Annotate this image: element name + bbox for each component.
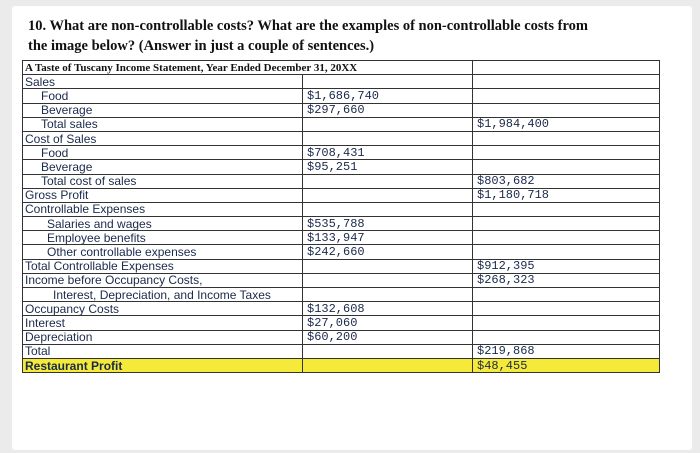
profit-row: Restaurant Profit $48,455 bbox=[22, 357, 660, 374]
row-label: Total cost of sales bbox=[22, 173, 303, 189]
statement-title: A Taste of Tuscany Income Statement, Yea… bbox=[22, 59, 473, 76]
statement-row: Cost of Sales bbox=[22, 130, 660, 147]
row-amount bbox=[302, 357, 473, 374]
statement-row: Employee benefits $133,947 bbox=[22, 230, 660, 246]
statement-row: Interest, Depreciation, and Income Taxes bbox=[22, 286, 660, 303]
row-total: $268,323 bbox=[472, 272, 660, 289]
row-total bbox=[472, 230, 660, 246]
statement-row: Total Controllable Expenses $912,395 bbox=[22, 258, 660, 274]
row-total: $912,395 bbox=[472, 258, 660, 274]
statement-row: Controllable Expenses bbox=[22, 201, 660, 218]
row-total: $219,868 bbox=[472, 343, 660, 359]
row-amount: $708,431 bbox=[302, 145, 473, 161]
statement-row: Beverage $95,251 bbox=[22, 159, 660, 175]
row-amount: $535,788 bbox=[302, 216, 473, 232]
row-label: Depreciation bbox=[22, 329, 303, 345]
row-label: Gross Profit bbox=[22, 187, 303, 203]
statement-row: Income before Occupancy Costs, $268,323 bbox=[22, 272, 660, 289]
statement-row: Food $708,431 bbox=[22, 145, 660, 161]
row-total bbox=[472, 244, 660, 260]
statement-row: Gross Profit $1,180,718 bbox=[22, 187, 660, 203]
row-label: Cost of Sales bbox=[22, 130, 303, 147]
row-label: Interest, Depreciation, and Income Taxes bbox=[22, 286, 303, 303]
statement-row: Interest $27,060 bbox=[22, 315, 660, 331]
row-amount bbox=[302, 343, 473, 359]
row-amount bbox=[302, 272, 473, 289]
question-line-1: 10. What are non-controllable costs? Wha… bbox=[28, 18, 588, 34]
row-amount: $1,686,740 bbox=[302, 88, 473, 104]
row-label: Food bbox=[22, 88, 303, 104]
row-total bbox=[472, 145, 660, 161]
question-line-2: the image below? (Answer in just a coupl… bbox=[28, 38, 375, 54]
row-amount: $95,251 bbox=[302, 159, 473, 175]
row-amount: $132,608 bbox=[302, 301, 473, 317]
row-total bbox=[472, 88, 660, 104]
row-total bbox=[472, 159, 660, 175]
statement-row: Total sales $1,984,400 bbox=[22, 116, 660, 132]
row-amount bbox=[302, 130, 473, 147]
row-total bbox=[472, 216, 660, 232]
statement-row: Food $1,686,740 bbox=[22, 88, 660, 104]
statement-row: Occupancy Costs $132,608 bbox=[22, 301, 660, 317]
row-label: Total Controllable Expenses bbox=[22, 258, 303, 274]
row-total bbox=[472, 74, 660, 90]
statement-row: Sales bbox=[22, 74, 660, 90]
statement-row: Total $219,868 bbox=[22, 343, 660, 359]
row-total bbox=[472, 329, 660, 345]
row-total bbox=[472, 286, 660, 303]
row-amount bbox=[302, 201, 473, 218]
row-total: $48,455 bbox=[472, 357, 660, 374]
row-amount bbox=[302, 173, 473, 189]
row-label: Beverage bbox=[22, 102, 303, 118]
statement-row: Beverage $297,660 bbox=[22, 102, 660, 118]
row-label: Controllable Expenses bbox=[22, 201, 303, 218]
statement-row: Depreciation $60,200 bbox=[22, 329, 660, 345]
row-total: $803,682 bbox=[472, 173, 660, 189]
row-label: Salaries and wages bbox=[22, 216, 303, 232]
row-label: Employee benefits bbox=[22, 230, 303, 246]
row-amount: $27,060 bbox=[302, 315, 473, 331]
row-amount bbox=[302, 116, 473, 132]
statement-title-row: A Taste of Tuscany Income Statement, Yea… bbox=[22, 59, 660, 76]
row-label: Food bbox=[22, 145, 303, 161]
statement-row: Other controllable expenses $242,660 bbox=[22, 244, 660, 260]
row-label: Total sales bbox=[22, 116, 303, 132]
statement-row: Salaries and wages $535,788 bbox=[22, 216, 660, 232]
row-amount: $60,200 bbox=[302, 329, 473, 345]
row-total bbox=[472, 102, 660, 118]
row-amount bbox=[302, 258, 473, 274]
statement-title-blank bbox=[472, 59, 660, 76]
row-total bbox=[472, 201, 660, 218]
row-amount: $133,947 bbox=[302, 230, 473, 246]
row-total bbox=[472, 301, 660, 317]
statement-row: Total cost of sales $803,682 bbox=[22, 173, 660, 189]
row-amount bbox=[302, 286, 473, 303]
row-amount bbox=[302, 187, 473, 203]
row-label: Total bbox=[22, 343, 303, 359]
row-label: Restaurant Profit bbox=[22, 357, 303, 374]
row-total: $1,180,718 bbox=[472, 187, 660, 203]
row-amount: $297,660 bbox=[302, 102, 473, 118]
question-text: 10. What are non-controllable costs? Wha… bbox=[28, 16, 678, 56]
row-label: Interest bbox=[22, 315, 303, 331]
row-amount: $242,660 bbox=[302, 244, 473, 260]
row-total bbox=[472, 315, 660, 331]
income-statement-table: A Taste of Tuscany Income Statement, Yea… bbox=[22, 59, 660, 374]
row-label: Other controllable expenses bbox=[22, 244, 303, 260]
row-total bbox=[472, 130, 660, 147]
row-label: Occupancy Costs bbox=[22, 301, 303, 317]
row-amount bbox=[302, 74, 473, 90]
row-total: $1,984,400 bbox=[472, 116, 660, 132]
row-label: Sales bbox=[22, 74, 303, 90]
row-label: Beverage bbox=[22, 159, 303, 175]
row-label: Income before Occupancy Costs, bbox=[22, 272, 303, 289]
